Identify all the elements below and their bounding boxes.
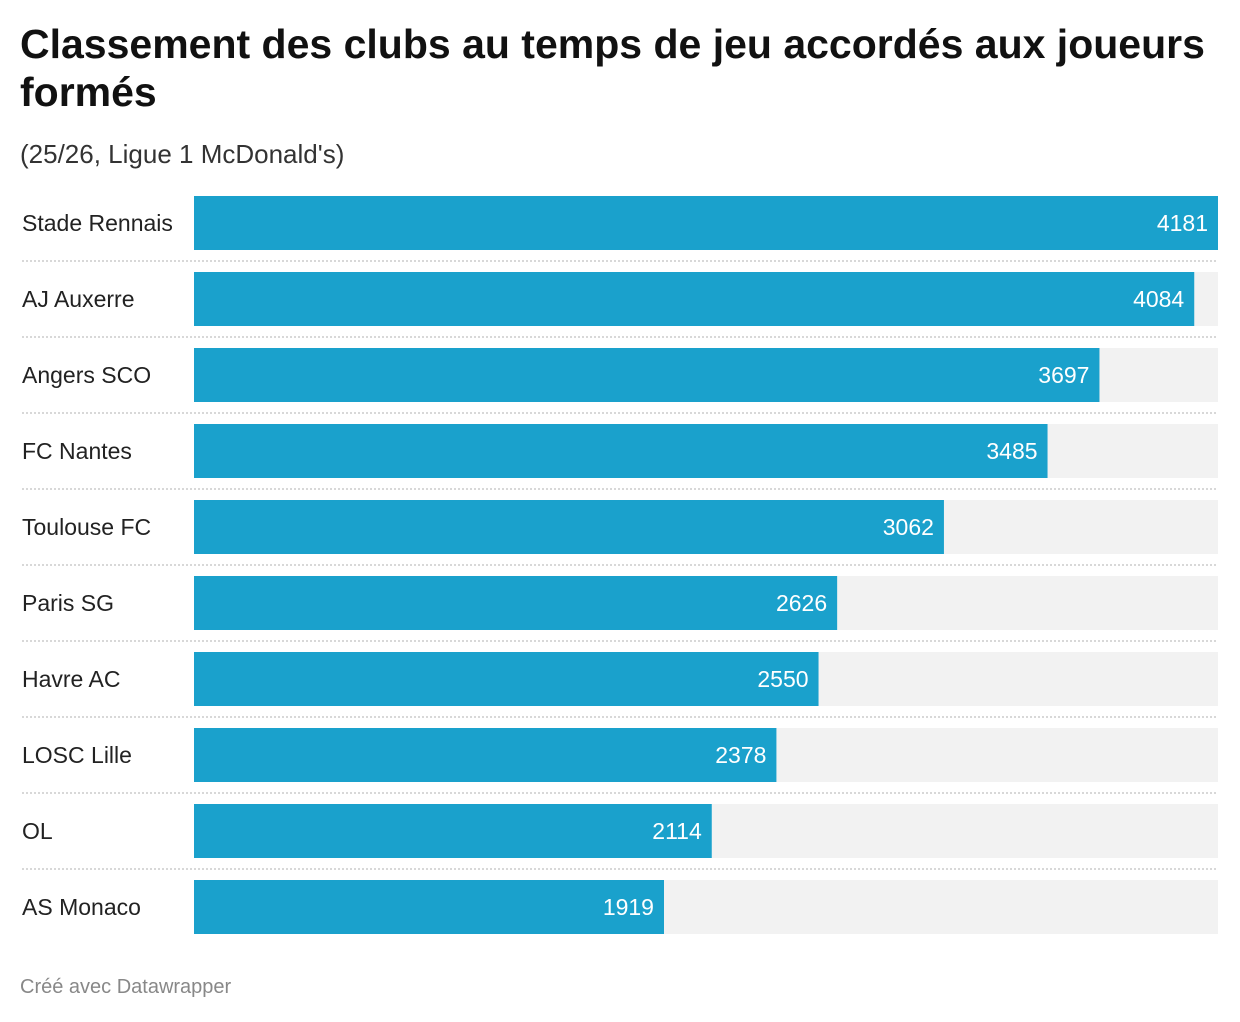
bar	[194, 880, 664, 934]
bar	[194, 804, 712, 858]
value-label: 2550	[757, 666, 808, 692]
category-label: Stade Rennais	[22, 210, 173, 236]
category-label: LOSC Lille	[22, 742, 132, 768]
value-label: 4181	[1157, 210, 1208, 236]
value-label: 4084	[1133, 286, 1184, 312]
category-label: FC Nantes	[22, 438, 132, 464]
bar	[194, 196, 1218, 250]
value-label: 2114	[652, 818, 702, 844]
category-label: Toulouse FC	[22, 514, 151, 540]
bar	[194, 576, 838, 630]
category-label: Angers SCO	[22, 362, 151, 388]
value-label: 1919	[603, 894, 654, 920]
bar	[194, 272, 1195, 326]
bar	[194, 348, 1100, 402]
bar	[194, 424, 1048, 478]
value-label: 2378	[715, 742, 766, 768]
bar	[194, 728, 777, 782]
bar	[194, 652, 819, 706]
value-label: 3062	[883, 514, 934, 540]
value-label: 3485	[986, 438, 1037, 464]
category-label: AS Monaco	[22, 894, 141, 920]
value-label: 3697	[1038, 362, 1089, 388]
chart-title: Classement des clubs au temps de jeu acc…	[20, 21, 1205, 115]
category-label: Havre AC	[22, 666, 120, 692]
category-label: OL	[22, 818, 53, 844]
chart-subtitle: (25/26, Ligue 1 McDonald's)	[20, 139, 345, 169]
category-label: Paris SG	[22, 590, 114, 616]
bar	[194, 500, 944, 554]
footer-credit[interactable]: Créé avec Datawrapper	[20, 976, 232, 998]
value-label: 2626	[776, 590, 827, 616]
category-label: AJ Auxerre	[22, 286, 135, 312]
